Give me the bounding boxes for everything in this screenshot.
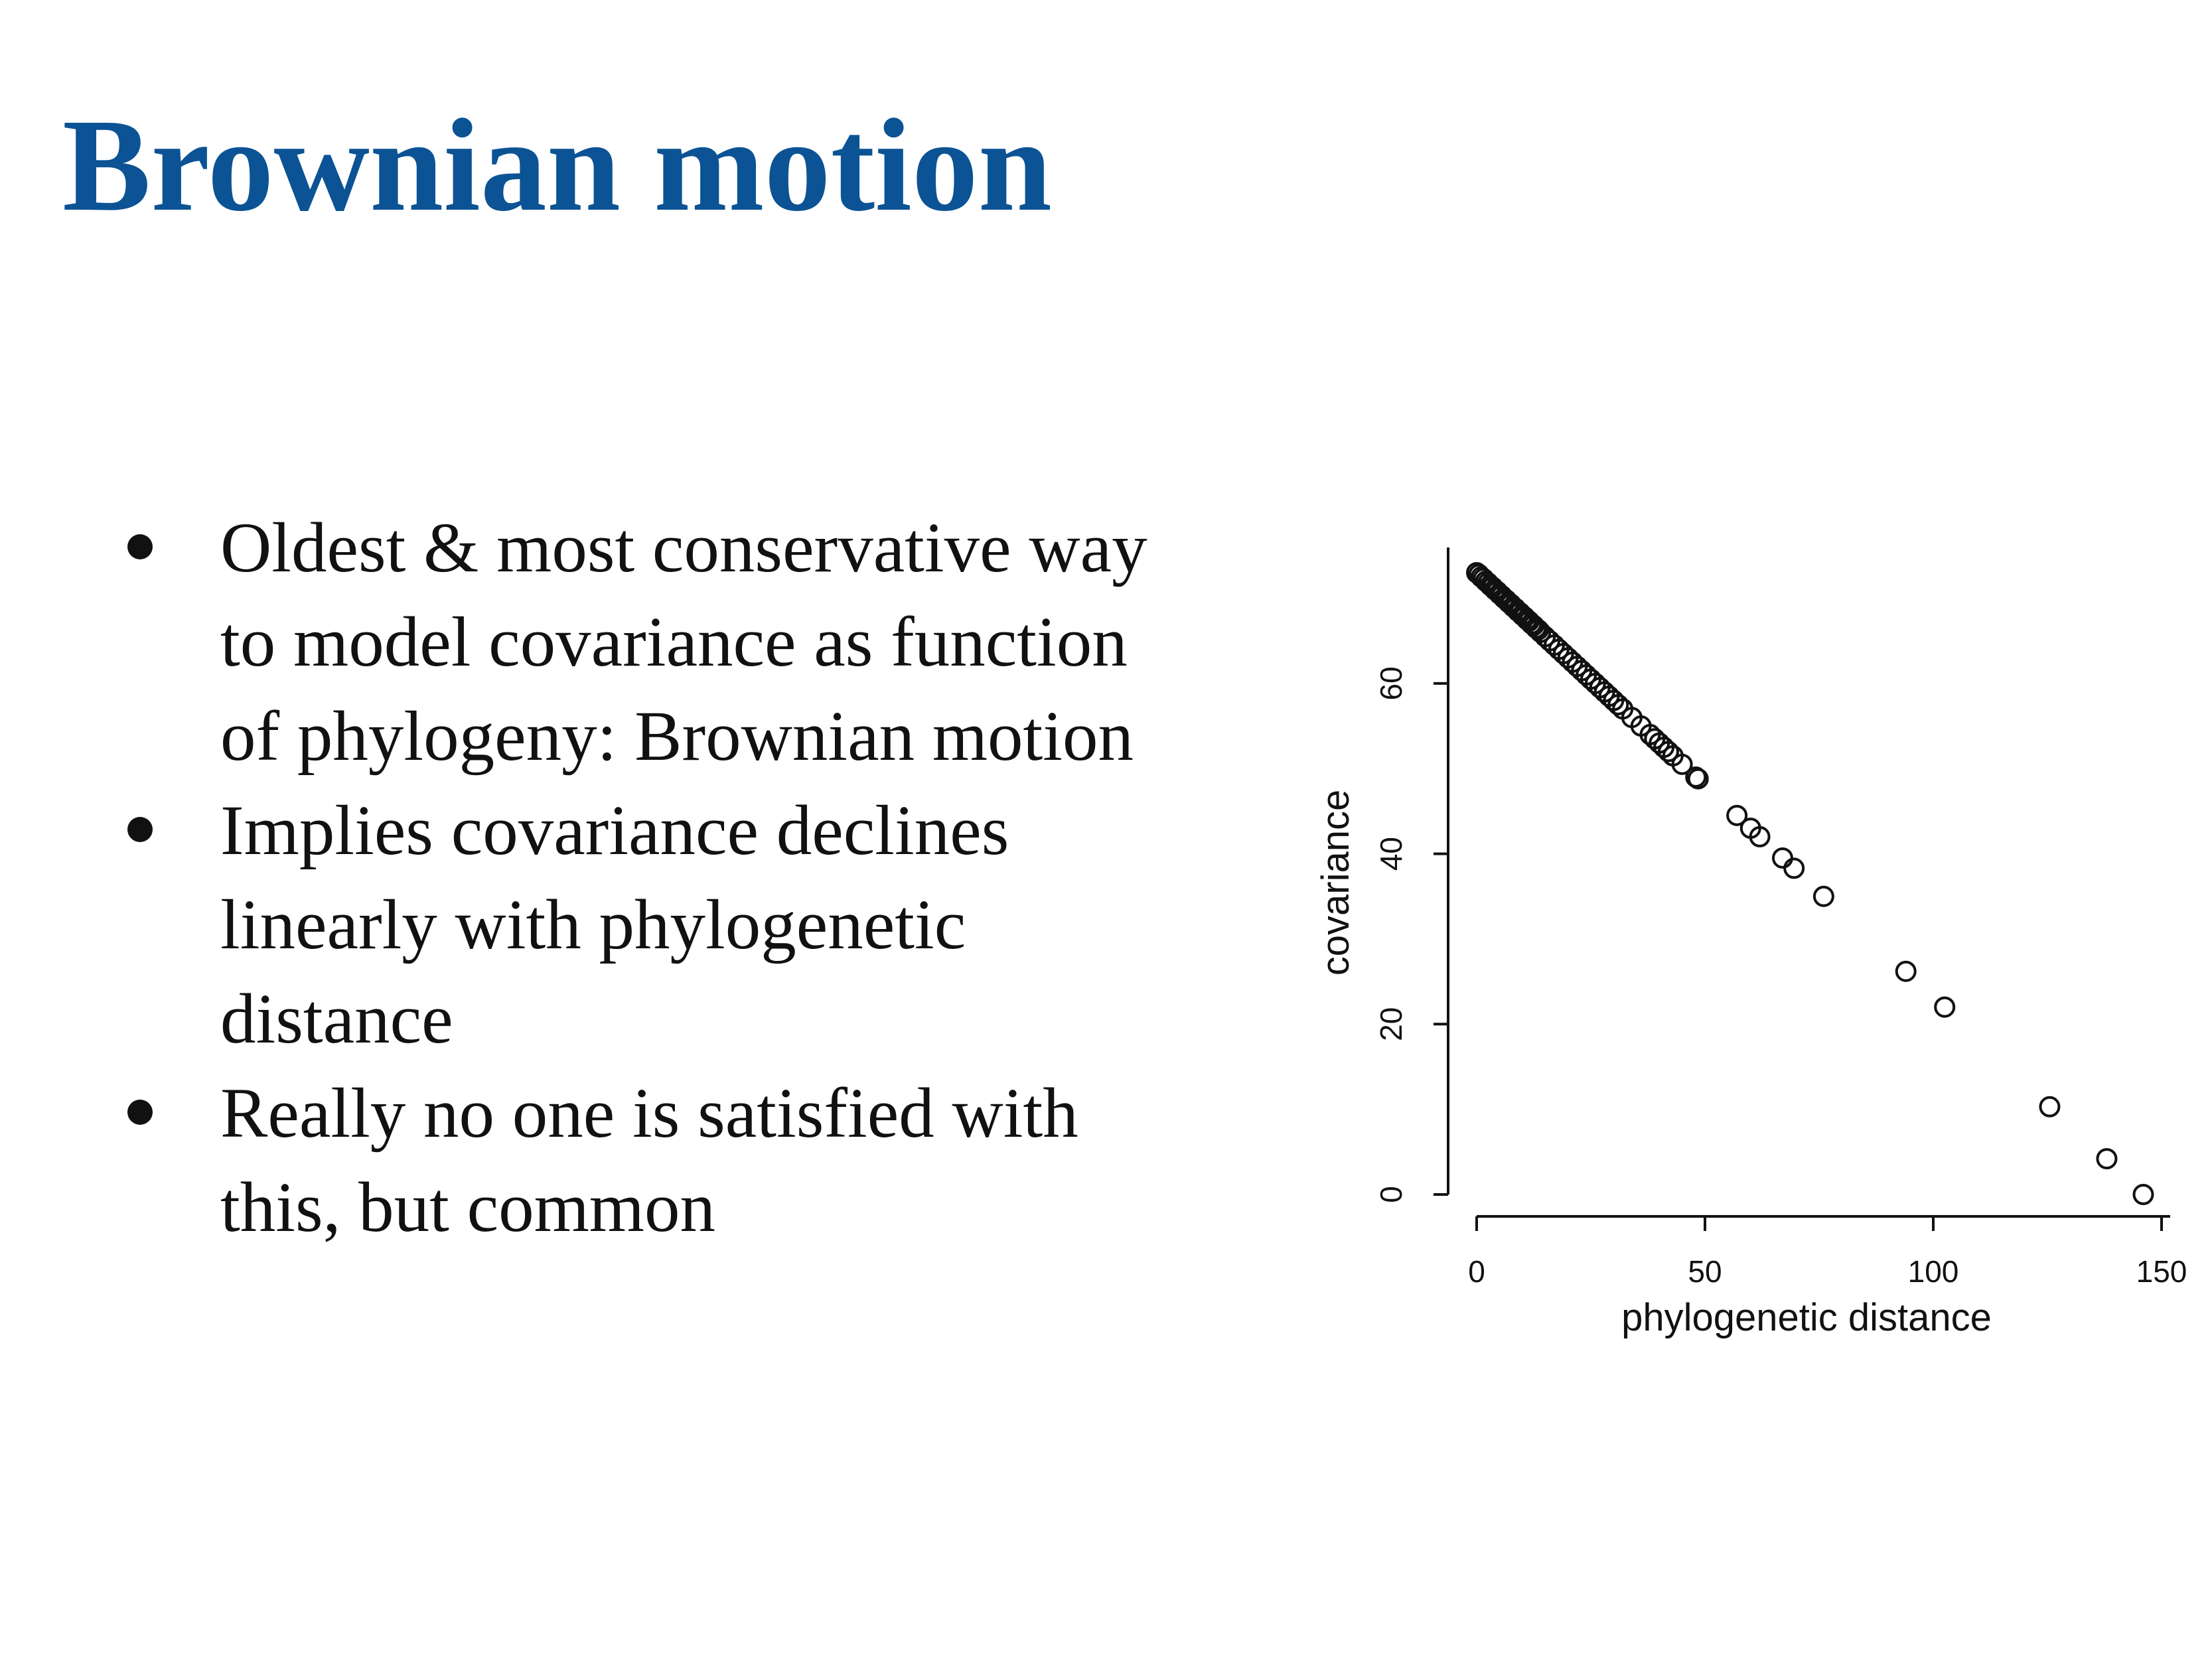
x-tick-label: 0 [1468, 1254, 1485, 1289]
data-point [1671, 753, 1693, 775]
bullet-item: Implies covariance declines linearly wit… [126, 784, 1268, 1066]
x-axis-label: phylogenetic distance [1621, 1296, 1992, 1339]
bullet-item: Oldest & most conservative way to model … [126, 501, 1268, 784]
y-tick-label: 40 [1374, 837, 1408, 871]
data-point [1657, 741, 1679, 762]
bullet-text: Implies covariance declines linearly wit… [220, 792, 1009, 1058]
y-axis-label: covariance [1314, 790, 1357, 975]
y-tick-label: 0 [1374, 1186, 1408, 1203]
data-point [1771, 847, 1793, 869]
data-point [1687, 768, 1709, 790]
data-point [1523, 614, 1544, 636]
y-tick-label: 60 [1374, 666, 1408, 700]
data-point [1685, 766, 1707, 788]
x-tick-label: 100 [1908, 1254, 1959, 1289]
data-point [1749, 826, 1771, 847]
y-tick-label: 20 [1374, 1007, 1408, 1041]
data-point [1895, 960, 1917, 982]
data-point [2132, 1184, 2154, 1205]
scatter-chart: 0 20 40 60 0 50 100 150 phylogenetic distance c… [1314, 524, 2212, 1380]
bullet-text: Really no one is satisfied with this, bu… [220, 1074, 1078, 1247]
x-tick-label: 50 [1688, 1254, 1722, 1289]
data-point [1783, 857, 1805, 879]
bullet-text: Oldest & most conservative way to model … [220, 509, 1147, 776]
bullet-dot-icon [127, 817, 153, 842]
data-point [1527, 618, 1549, 640]
data-point [1607, 693, 1629, 715]
data-point [1726, 804, 1748, 826]
data-point [1934, 996, 1956, 1018]
slide-title: Brownian motion [62, 92, 1053, 239]
data-point [2039, 1096, 2061, 1118]
axes-layer: 0 20 40 60 0 50 100 150 [1374, 547, 2187, 1289]
bullet-dot-icon [127, 1100, 153, 1125]
data-point [1812, 885, 1834, 907]
points-layer [1466, 562, 2154, 1205]
bullet-dot-icon [127, 534, 153, 559]
scatter-plot-svg: 0 20 40 60 0 50 100 150 phylogenetic distance c… [1314, 547, 2187, 1339]
bullet-item: Really no one is satisfied with this, bu… [126, 1066, 1268, 1255]
data-point [2096, 1148, 2118, 1170]
x-tick-label: 150 [2136, 1254, 2187, 1289]
bullet-list: Oldest & most conservative way to model … [126, 501, 1268, 1255]
